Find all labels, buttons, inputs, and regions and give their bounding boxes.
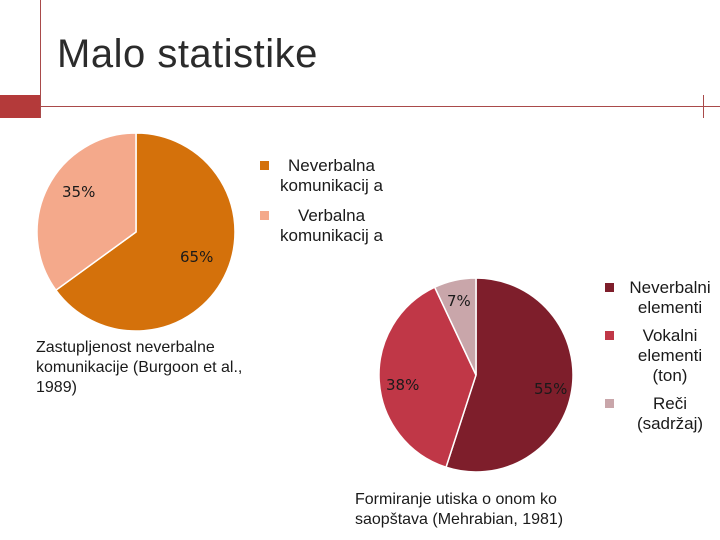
- legend-label: Neverbalni elementi: [629, 278, 711, 317]
- legend-swatch: [605, 399, 614, 408]
- legend-label: Vokalni elementi (ton): [637, 326, 703, 385]
- pie-slice: [54, 132, 236, 332]
- pie-slice: [36, 132, 137, 292]
- legend-label: Verbalna komunikacij a: [280, 206, 383, 245]
- pie-slice: [378, 286, 477, 469]
- legend-swatch: [605, 283, 614, 292]
- legend-item: Neverbalni elementi: [605, 278, 717, 318]
- legend-item: Verbalna komunikacij a: [260, 206, 385, 246]
- legend-label: Neverbalna komunikacij a: [280, 156, 383, 195]
- chart-1-caption: Zastupljenost neverbalne komunikacije (B…: [36, 339, 243, 396]
- data-label: 65%: [180, 248, 213, 266]
- pie-slice: [433, 277, 477, 376]
- pie-slice: [445, 277, 574, 473]
- left-rule: [40, 0, 41, 118]
- chart-2-caption: Formiranje utiska o onom ko saopštava (M…: [355, 491, 564, 528]
- legend-item: Neverbalna komunikacij a: [260, 156, 385, 196]
- legend-chart-2: Neverbalni elementi Vokalni elementi (to…: [605, 278, 717, 442]
- data-label: 38%: [386, 376, 419, 394]
- legend-swatch: [605, 331, 614, 340]
- accent-bar: [0, 95, 40, 118]
- legend-label: Reči (sadržaj): [636, 394, 704, 433]
- data-label: 7%: [447, 292, 471, 310]
- right-rule: [703, 95, 704, 118]
- data-label: 35%: [62, 183, 95, 201]
- legend-item: Vokalni elementi (ton): [605, 326, 717, 386]
- page-title: Malo statistike: [57, 32, 318, 76]
- title-rule: [40, 106, 720, 107]
- data-label: 55%: [534, 380, 567, 398]
- legend-swatch: [260, 161, 269, 170]
- legend-item: Reči (sadržaj): [605, 394, 717, 434]
- pie-chart-impression-formation: 55% 38% 7%: [378, 277, 574, 473]
- legend-chart-1: Neverbalna komunikacij a Verbalna komuni…: [260, 156, 385, 256]
- pie-chart-nonverbal-share: 65% 35%: [36, 132, 236, 332]
- legend-swatch: [260, 211, 269, 220]
